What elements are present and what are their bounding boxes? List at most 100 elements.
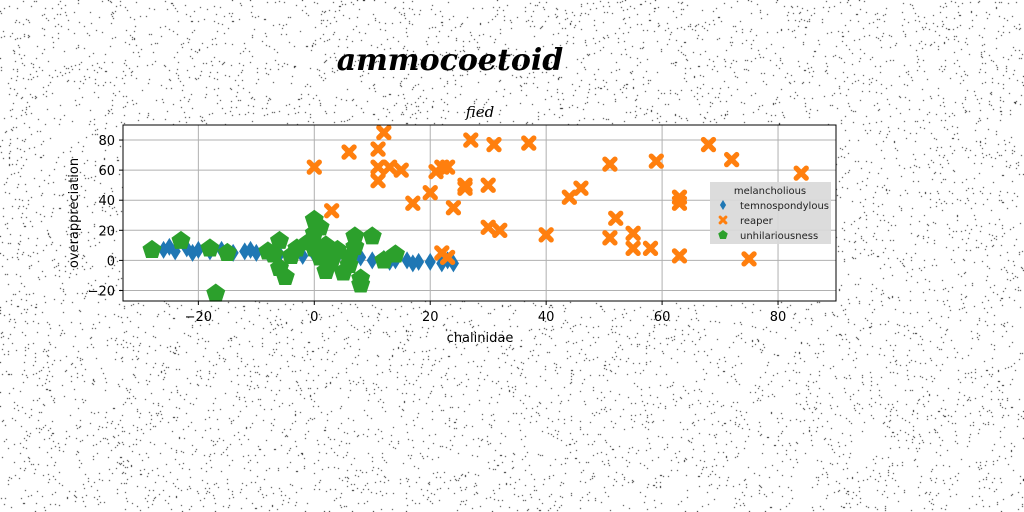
point-reaper-stroke — [393, 162, 409, 178]
point-reaper — [561, 189, 578, 205]
point-reaper-stroke — [370, 159, 386, 175]
y-tick-label: −20 — [88, 284, 115, 299]
point-reaper — [341, 144, 357, 160]
point-reaper-stroke — [486, 136, 502, 153]
y-tick-label: 0 — [107, 254, 115, 269]
point-reaper — [376, 124, 392, 141]
point-reaper-stroke — [602, 230, 618, 246]
point-reaper-stroke — [625, 240, 641, 257]
point-reaper-stroke — [538, 227, 554, 243]
chart-subtitle: fied — [465, 103, 494, 121]
legend-title: melancholious — [734, 186, 806, 197]
point-unhilariousness — [217, 242, 237, 261]
point-reaper-stroke — [439, 249, 456, 266]
point-reaper-stroke — [445, 200, 462, 216]
point-reaper-stroke — [463, 132, 479, 148]
point-reaper-stroke — [625, 225, 641, 241]
point-reaper — [463, 132, 479, 148]
point-reaper-stroke — [671, 189, 688, 205]
point-reaper-stroke — [370, 141, 386, 157]
point-reaper — [370, 159, 386, 175]
point-reaper-stroke — [741, 251, 757, 267]
point-reaper-stroke — [561, 189, 578, 205]
x-tick-label: 80 — [770, 310, 787, 325]
point-unhilariousness — [339, 254, 359, 273]
point-temnospondylous — [244, 240, 257, 259]
legend-marker-reaper — [718, 215, 728, 225]
point-reaper-stroke — [480, 219, 496, 235]
point-reaper — [625, 240, 641, 257]
point-reaper-stroke — [793, 165, 809, 181]
legend-marker-temnospondylous — [719, 200, 727, 210]
point-reaper — [723, 151, 740, 168]
point-reaper — [486, 136, 502, 153]
point-unhilariousness — [385, 244, 405, 263]
data-points — [142, 124, 809, 302]
point-reaper — [671, 248, 688, 264]
legend-label-reaper: reaper — [740, 216, 774, 227]
point-reaper — [602, 230, 618, 246]
series-unhilariousness — [142, 209, 405, 302]
legend-label-temnospondylous: temnospondylous — [740, 201, 829, 212]
point-reaper — [393, 162, 409, 178]
x-tick-label: 40 — [538, 310, 555, 325]
point-temnospondylous — [192, 240, 204, 259]
point-reaper — [324, 203, 340, 219]
x-tick-label: 20 — [422, 310, 439, 325]
legend-marker-reaper-stroke — [718, 215, 728, 225]
point-reaper — [370, 141, 386, 157]
legend: melancholious temnospondylous reaper unhil… — [710, 182, 831, 244]
legend-marker-unhilariousness — [718, 230, 728, 240]
point-reaper — [439, 249, 456, 266]
point-temnospondylous — [424, 252, 436, 271]
series-reaper — [306, 124, 809, 267]
point-reaper — [439, 159, 456, 175]
point-reaper — [642, 240, 659, 257]
point-reaper — [521, 135, 537, 151]
point-reaper-stroke — [457, 177, 473, 193]
point-reaper — [648, 153, 664, 169]
point-reaper — [370, 172, 386, 189]
point-unhilariousness — [270, 230, 290, 249]
point-reaper-stroke — [608, 210, 624, 226]
y-tick-label: 60 — [98, 164, 115, 179]
point-reaper — [625, 225, 641, 241]
point-reaper — [480, 219, 496, 235]
point-reaper-stroke — [648, 153, 664, 169]
point-reaper — [422, 185, 438, 201]
point-reaper-stroke — [723, 151, 740, 168]
point-unhilariousness — [200, 238, 220, 257]
x-axis-label: chalinidae — [447, 331, 514, 346]
y-tick-label: 80 — [98, 134, 115, 149]
point-unhilariousness — [171, 230, 191, 249]
point-reaper-stroke — [439, 159, 456, 175]
point-reaper — [741, 251, 757, 267]
point-reaper — [793, 165, 809, 181]
chart-title: ammocoetoid — [337, 43, 564, 78]
point-temnospondylous — [407, 254, 419, 273]
point-reaper-stroke — [492, 222, 508, 238]
legend-label-unhilariousness: unhilariousness — [740, 231, 818, 242]
point-unhilariousness — [142, 239, 162, 258]
point-reaper-stroke — [422, 185, 438, 201]
point-reaper — [602, 156, 618, 172]
point-reaper-stroke — [341, 144, 357, 160]
point-reaper — [700, 136, 717, 153]
point-reaper — [480, 177, 496, 193]
point-reaper — [608, 210, 624, 226]
point-reaper-stroke — [602, 156, 618, 172]
y-axis-label: overappreciation — [67, 158, 82, 268]
point-reaper-stroke — [324, 203, 340, 219]
point-temnospondylous — [157, 240, 170, 259]
point-reaper-stroke — [381, 159, 398, 175]
point-reaper-stroke — [306, 159, 322, 175]
point-reaper-stroke — [671, 248, 688, 264]
point-unhilariousness — [310, 217, 330, 236]
point-temnospondylous — [366, 251, 378, 270]
point-reaper — [306, 159, 322, 175]
point-reaper — [457, 177, 473, 193]
x-tick-label: 60 — [654, 310, 671, 325]
axis-ticks: −20 0 20 40 60 80 −20 0 20 40 60 80 — [88, 134, 787, 325]
point-unhilariousness — [298, 232, 319, 251]
